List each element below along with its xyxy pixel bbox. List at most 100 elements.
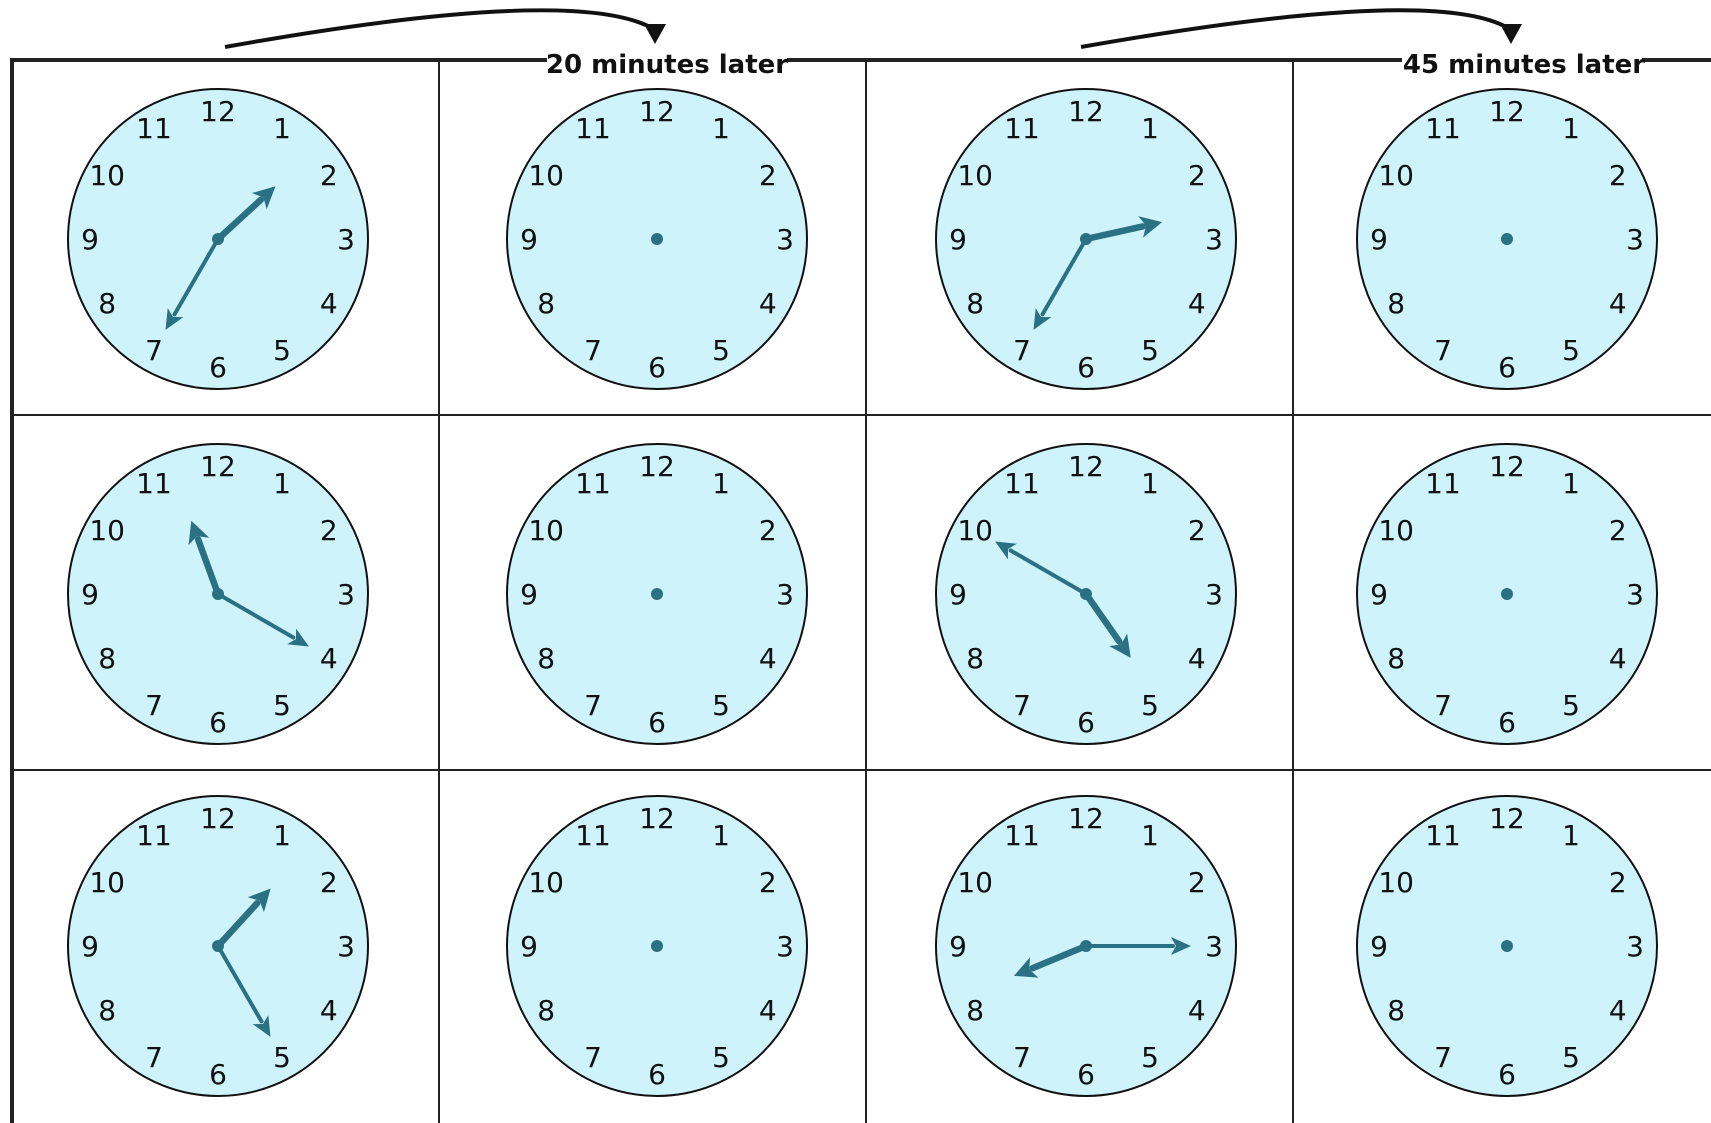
minute-hand-icon (1084, 937, 1191, 955)
clock-number: 7 (1013, 689, 1031, 722)
clock-number: 8 (966, 287, 984, 320)
clock-number: 6 (1077, 706, 1095, 739)
clock-number: 2 (1609, 514, 1627, 547)
clock-number: 7 (584, 1041, 602, 1074)
hour-hand-icon (1082, 590, 1131, 658)
clock-number: 2 (759, 159, 777, 192)
clock-blank-answer[interactable]: 12 12 3 45 6 78 9 10 11 (1356, 88, 1658, 390)
clock-number: 3 (337, 930, 355, 963)
clock-center-dot (1501, 588, 1513, 600)
clock-number: 8 (966, 642, 984, 675)
clock-number: 6 (648, 1058, 666, 1091)
clock-number: 11 (575, 112, 611, 145)
clock-number: 12 (1068, 802, 1104, 835)
hour-hand-icon (214, 888, 271, 950)
clock-number: 3 (776, 930, 794, 963)
clock-number: 12 (1489, 802, 1525, 835)
clock-blank-answer[interactable]: 12 12 3 45 6 78 9 10 11 (506, 795, 808, 1097)
clock-number: 3 (1205, 223, 1223, 256)
clock-number: 7 (1434, 689, 1452, 722)
clock-number: 3 (1626, 930, 1644, 963)
clock-number: 7 (1013, 334, 1031, 367)
clock-number: 2 (320, 866, 338, 899)
clock-number: 10 (957, 159, 993, 192)
clock-number: 10 (89, 159, 125, 192)
clock-number: 7 (145, 689, 163, 722)
clock-given: 12 12 3 45 6 78 9 10 11 (935, 88, 1237, 390)
clock-blank-answer[interactable]: 12 12 3 45 6 78 9 10 11 (1356, 795, 1658, 1097)
clock-number: 6 (1077, 1058, 1095, 1091)
clock-number: 2 (1188, 514, 1206, 547)
clock-number: 7 (584, 334, 602, 367)
clock-given: 12 12 3 45 6 78 9 10 11 (67, 795, 369, 1097)
clock-blank-answer[interactable]: 12 12 3 45 6 78 9 10 11 (1356, 443, 1658, 745)
curved-arrow-icon (224, 8, 653, 49)
clock-center-dot (1080, 940, 1092, 952)
hour-hand-icon (1013, 942, 1090, 978)
clock-number: 11 (1004, 112, 1040, 145)
clock-number: 12 (200, 450, 236, 483)
clock-center-dot (651, 233, 663, 245)
clock-given: 12 12 3 45 6 78 9 10 11 (67, 88, 369, 390)
clock-number: 7 (1013, 1041, 1031, 1074)
clock-blank-answer[interactable]: 12 12 3 45 6 78 9 10 11 (506, 443, 808, 745)
clock-number: 5 (712, 1041, 730, 1074)
clock-number: 5 (712, 689, 730, 722)
clock-number: 1 (1562, 819, 1580, 852)
clock-given: 12 12 3 45 6 78 9 10 11 (67, 443, 369, 745)
clock-number: 4 (759, 994, 777, 1027)
clock-center-dot (1501, 940, 1513, 952)
clock-number: 1 (273, 819, 291, 852)
clock-number: 8 (537, 994, 555, 1027)
clock-number: 5 (1141, 689, 1159, 722)
minute-hand-icon (995, 541, 1088, 596)
clock-number: 6 (648, 351, 666, 384)
clock-number: 10 (957, 514, 993, 547)
hour-hand-icon (214, 186, 276, 243)
header-label-45-minutes: 45 minutes later (1403, 50, 1645, 80)
clock-number: 5 (712, 334, 730, 367)
clock-center-dot (1080, 233, 1092, 245)
clock-number: 6 (1498, 351, 1516, 384)
clock-number: 10 (89, 866, 125, 899)
clock-number: 12 (639, 802, 675, 835)
clock-center-dot (212, 588, 224, 600)
clock-number: 7 (145, 334, 163, 367)
clock-number: 1 (273, 467, 291, 500)
clock-number: 12 (1068, 95, 1104, 128)
clock-number: 1 (712, 819, 730, 852)
clock-number: 2 (759, 866, 777, 899)
clock-number: 11 (136, 112, 172, 145)
clock-number: 6 (1498, 706, 1516, 739)
clock-number: 8 (1387, 287, 1405, 320)
clock-number: 8 (1387, 642, 1405, 675)
clock-blank-answer[interactable]: 12 12 3 45 6 78 9 10 11 (506, 88, 808, 390)
clock-number: 9 (520, 223, 538, 256)
clock-number: 3 (1205, 578, 1223, 611)
clock-number: 12 (1489, 95, 1525, 128)
clock-number: 8 (537, 287, 555, 320)
clock-number: 8 (98, 642, 116, 675)
clock-number: 10 (528, 866, 564, 899)
clock-number: 1 (273, 112, 291, 145)
clock-number: 10 (1378, 514, 1414, 547)
clock-number: 1 (712, 112, 730, 145)
clock-number: 1 (1562, 467, 1580, 500)
clock-number: 11 (1425, 112, 1461, 145)
clock-number: 5 (1141, 334, 1159, 367)
header-label-bg (547, 46, 787, 72)
clock-number: 10 (1378, 159, 1414, 192)
clock-center-dot (651, 588, 663, 600)
minute-hand-icon (1033, 237, 1088, 330)
clock-number: 11 (136, 819, 172, 852)
clock-number: 8 (98, 994, 116, 1027)
clock-number: 3 (337, 223, 355, 256)
clock-number: 7 (1434, 1041, 1452, 1074)
clock-number: 11 (1004, 467, 1040, 500)
clock-number: 8 (537, 642, 555, 675)
clock-number: 2 (320, 514, 338, 547)
arrowhead-icon (644, 24, 666, 44)
clock-number: 2 (320, 159, 338, 192)
clock-number: 9 (81, 578, 99, 611)
clock-number: 11 (136, 467, 172, 500)
